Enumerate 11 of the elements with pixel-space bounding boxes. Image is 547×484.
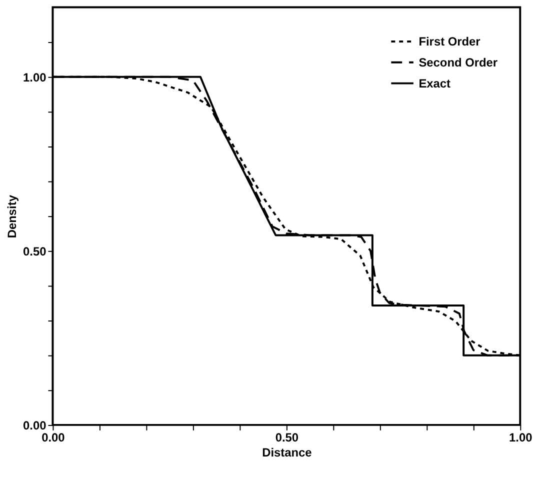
x-tick-label: 1.00	[509, 430, 533, 444]
y-tick-label: 1.00	[23, 70, 47, 84]
legend-label: Exact	[418, 76, 451, 90]
x-tick-label: 0.50	[275, 430, 299, 444]
x-axis-title: Distance	[262, 445, 312, 460]
y-tick-label: 0.00	[23, 418, 47, 432]
legend-label: Second Order	[418, 55, 498, 70]
legend-label: First Order	[418, 34, 481, 49]
x-tick-label: 0.00	[42, 430, 66, 444]
y-axis-title: Density	[5, 194, 20, 238]
y-tick-label: 0.50	[23, 244, 47, 258]
